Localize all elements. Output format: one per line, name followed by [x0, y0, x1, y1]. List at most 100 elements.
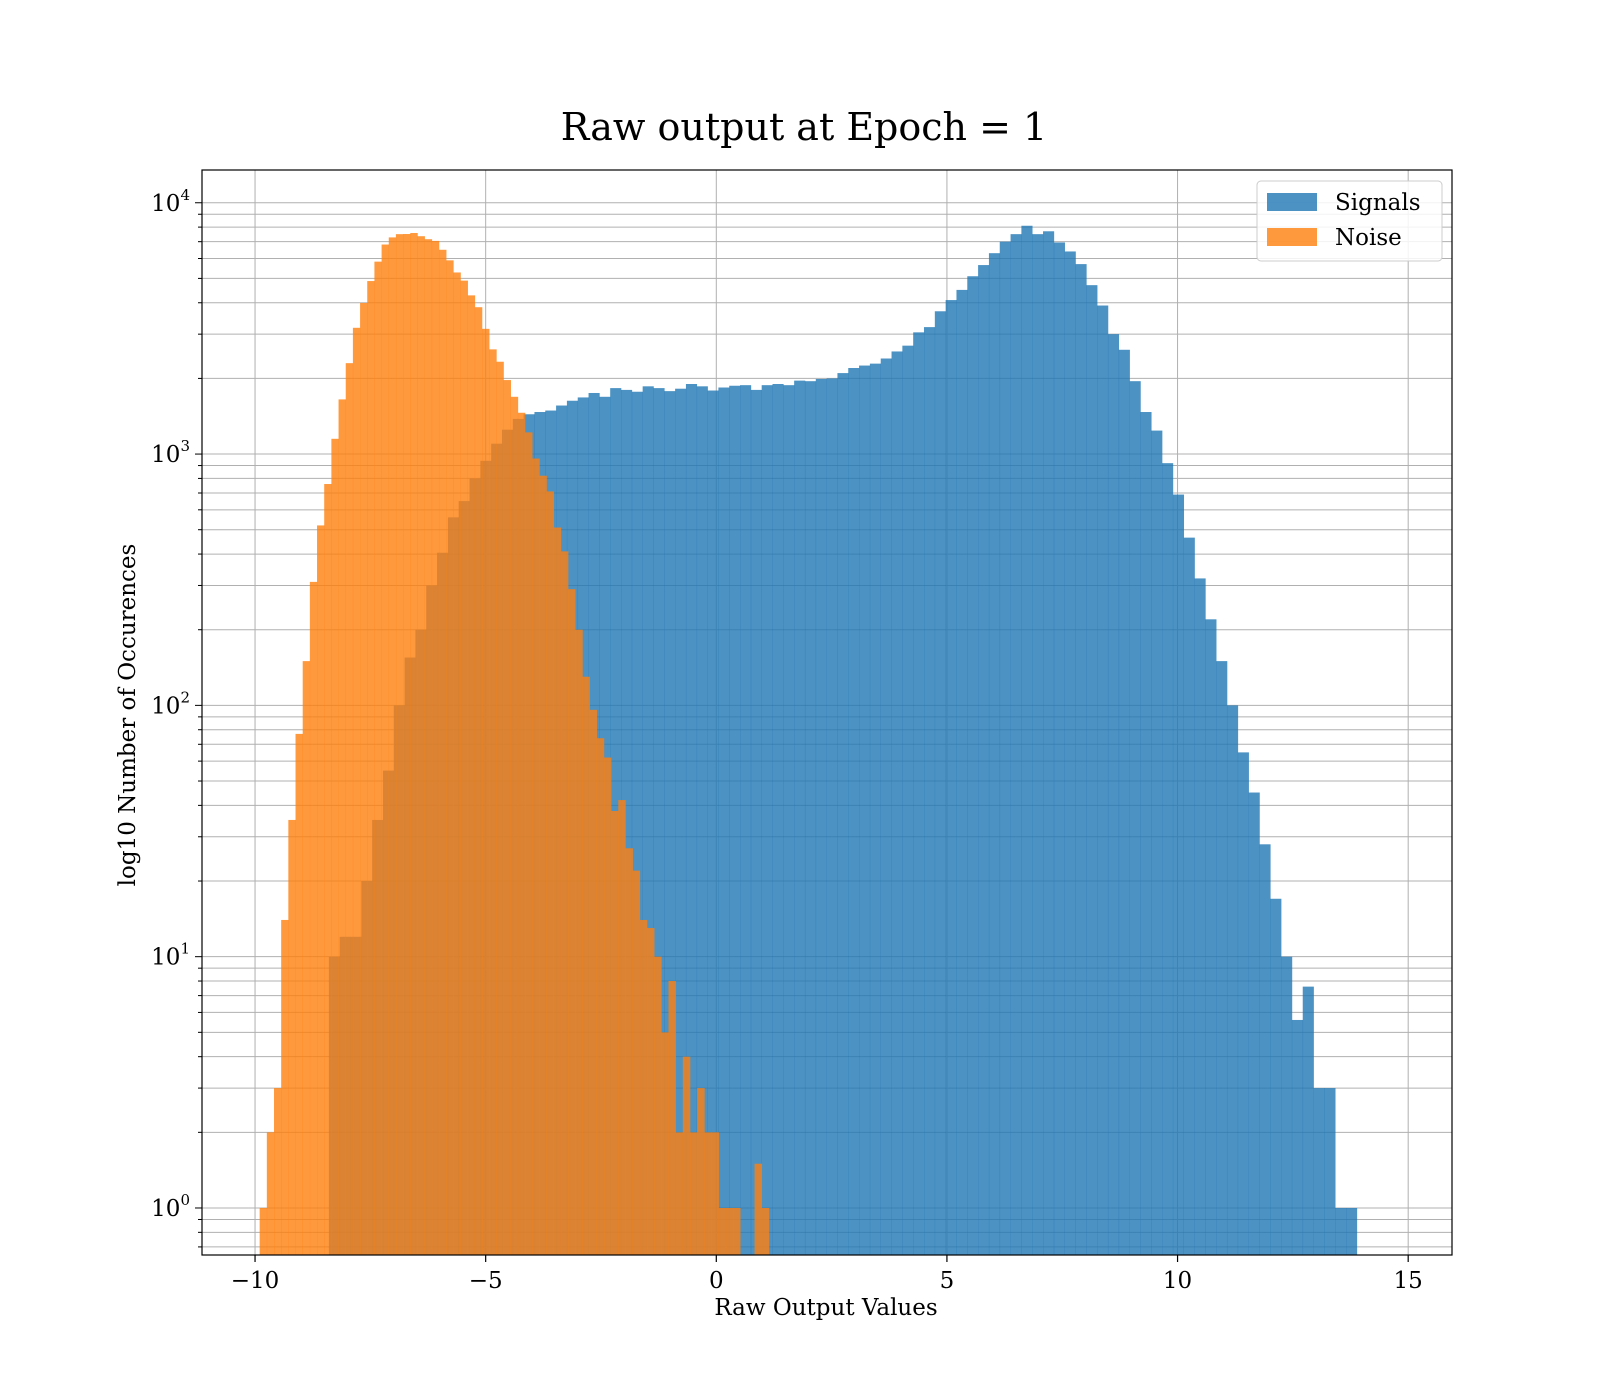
- bar-signals: [1324, 1088, 1336, 1255]
- y-axis-label: log10 Number of Occurences: [115, 544, 141, 887]
- bar-signals: [967, 276, 979, 1255]
- bar-signals: [924, 327, 936, 1255]
- bar-noise: [295, 733, 303, 1255]
- bar-signals: [1335, 1207, 1347, 1255]
- bar-noise: [711, 1132, 719, 1255]
- bar-noise: [496, 361, 504, 1255]
- x-axis-label: Raw Output Values: [714, 1295, 937, 1321]
- bar-noise: [589, 709, 598, 1255]
- chart-title: Raw output at Epoch = 1: [561, 105, 1047, 149]
- bar-noise: [575, 629, 583, 1255]
- bar-signals: [653, 388, 665, 1255]
- bar-noise: [266, 1132, 275, 1255]
- bar-signals: [664, 391, 676, 1255]
- bar-signals: [642, 386, 654, 1255]
- bar-noise: [302, 661, 311, 1255]
- bar-signals: [1183, 537, 1195, 1255]
- bar-noise: [761, 1207, 770, 1255]
- bar-noise: [646, 928, 655, 1255]
- bar-noise: [582, 676, 590, 1255]
- bar-signals: [729, 385, 741, 1255]
- legend-label-noise: Noise: [1335, 225, 1402, 251]
- bar-signals: [1021, 225, 1033, 1256]
- bar-signals: [1346, 1207, 1358, 1255]
- bar-signals: [837, 373, 849, 1255]
- bar-signals: [988, 253, 1001, 1256]
- bar-noise: [733, 1207, 741, 1255]
- histogram-bars: [259, 225, 1358, 1256]
- bar-signals: [880, 358, 892, 1256]
- bar-noise: [725, 1207, 734, 1255]
- x-tick-label: −5: [469, 1268, 503, 1294]
- bar-noise: [453, 272, 461, 1255]
- bar-signals: [1043, 231, 1055, 1256]
- bar-noise: [517, 412, 526, 1256]
- bar-noise: [360, 303, 368, 1255]
- bar-signals: [1194, 578, 1206, 1255]
- bar-noise: [345, 363, 354, 1256]
- bar-noise: [288, 819, 296, 1255]
- y-tick-label: 102: [151, 688, 190, 719]
- bar-signals: [1010, 234, 1022, 1256]
- bar-signals: [945, 300, 957, 1255]
- y-tick-label: 104: [151, 186, 190, 217]
- bar-signals: [1162, 463, 1174, 1255]
- bar-noise: [625, 848, 633, 1255]
- bar-noise: [532, 458, 540, 1255]
- bar-signals: [1248, 792, 1260, 1255]
- bar-signals: [1237, 752, 1249, 1255]
- bar-signals: [794, 380, 806, 1255]
- bar-signals: [772, 384, 784, 1256]
- bar-noise: [697, 1088, 705, 1255]
- bar-signals: [1107, 334, 1120, 1255]
- bar-signals: [804, 381, 817, 1255]
- bar-signals: [1129, 381, 1141, 1255]
- bar-noise: [367, 281, 375, 1255]
- bar-noise: [661, 1032, 669, 1255]
- bar-noise: [503, 380, 511, 1255]
- bar-signals: [1140, 412, 1152, 1256]
- bar-noise: [446, 260, 454, 1255]
- bar-noise: [603, 757, 612, 1255]
- bar-signals: [1086, 285, 1098, 1256]
- bar-noise: [639, 919, 648, 1255]
- bar-noise: [317, 525, 325, 1255]
- bar-signals: [631, 391, 643, 1255]
- bar-noise: [668, 981, 676, 1255]
- bar-signals: [1302, 986, 1314, 1255]
- bar-signals: [685, 384, 698, 1256]
- bar-noise: [618, 800, 626, 1255]
- x-tick-label: 10: [1163, 1268, 1192, 1294]
- x-tick-label: 15: [1394, 1268, 1423, 1294]
- bar-noise: [467, 295, 476, 1256]
- bar-signals: [1205, 619, 1217, 1255]
- bar-signals: [1075, 264, 1087, 1255]
- bar-signals: [1172, 494, 1185, 1255]
- bar-noise: [560, 551, 569, 1255]
- bar-noise: [424, 239, 433, 1256]
- y-tick-label: 100: [151, 1191, 190, 1222]
- bar-noise: [682, 1056, 691, 1255]
- legend-label-signals: Signals: [1335, 190, 1421, 216]
- bar-noise: [438, 249, 447, 1255]
- bar-noise: [754, 1163, 763, 1255]
- bar-noise: [309, 581, 318, 1255]
- bar-noise: [525, 432, 533, 1255]
- bar-signals: [934, 311, 946, 1256]
- y-tick-label: 101: [151, 940, 190, 971]
- bar-noise: [510, 396, 519, 1255]
- bar-noise: [632, 870, 641, 1255]
- bar-noise: [675, 1132, 684, 1255]
- bar-noise: [388, 237, 397, 1256]
- bar-signals: [913, 332, 925, 1255]
- bar-signals: [1053, 242, 1065, 1256]
- bar-signals: [826, 378, 838, 1255]
- y-tick-label: 103: [151, 437, 190, 468]
- legend-swatch-noise: [1267, 228, 1317, 246]
- bar-signals: [869, 363, 882, 1256]
- bar-noise: [338, 399, 347, 1255]
- bar-noise: [596, 738, 605, 1255]
- bar-noise: [403, 234, 411, 1255]
- series-noise: [259, 232, 770, 1256]
- bar-noise: [460, 280, 468, 1256]
